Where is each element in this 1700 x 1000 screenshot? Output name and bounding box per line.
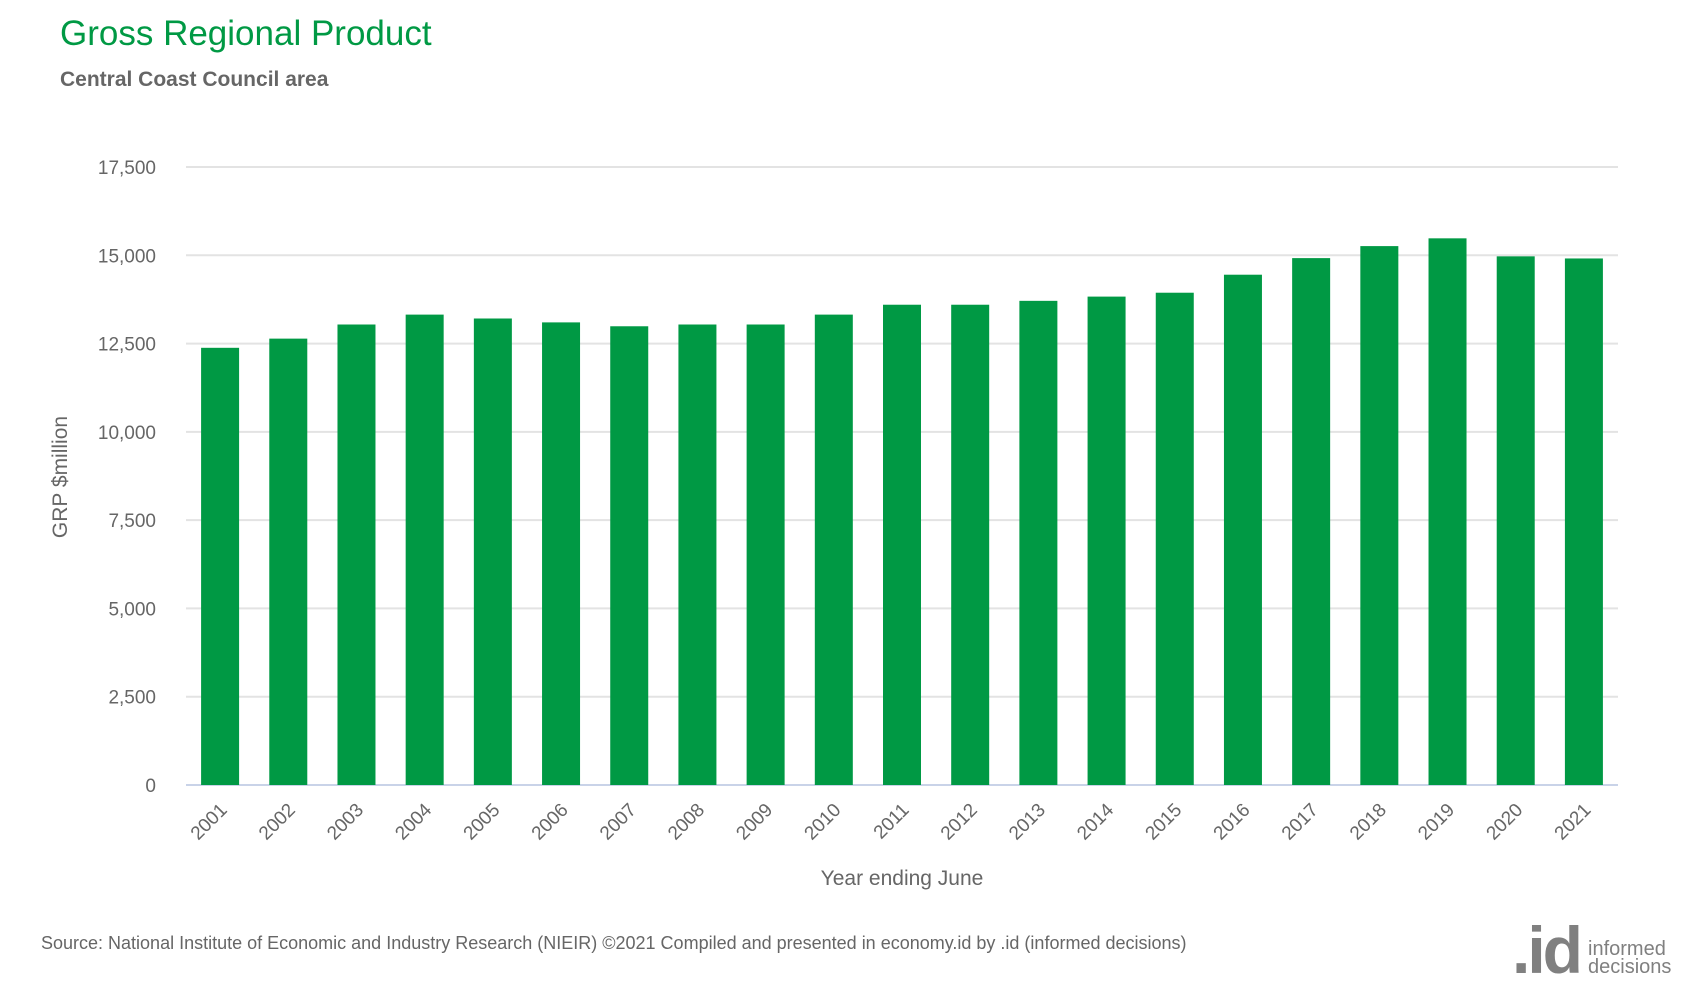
x-tick-label: 2019	[1414, 800, 1459, 845]
bar-2015	[1155, 292, 1194, 785]
y-tick-label: 12,500	[98, 335, 156, 356]
y-axis-title: GRP $million	[49, 416, 72, 538]
logo-line1: informed	[1588, 938, 1666, 960]
logo-words: informed decisions	[1588, 938, 1672, 978]
y-tick-label: 0	[145, 776, 156, 797]
bar-2008	[678, 324, 717, 785]
bar-2013	[1019, 300, 1058, 785]
bar-2021	[1564, 258, 1603, 785]
x-tick-label: 2020	[1483, 800, 1528, 845]
x-tick-label: 2003	[323, 800, 368, 845]
x-tick-label: 2014	[1073, 799, 1118, 844]
bar-2014	[1087, 296, 1126, 785]
bar-2003	[337, 324, 376, 785]
bar-2020	[1496, 256, 1535, 785]
bar-2019	[1428, 238, 1467, 786]
x-axis-title: Year ending June	[821, 867, 984, 890]
y-tick-label: 10,000	[98, 423, 156, 444]
id-logo: .id informed decisions	[1512, 913, 1672, 987]
y-tick-label: 17,500	[98, 158, 156, 179]
bar-2007	[610, 326, 649, 785]
x-tick-label: 2015	[1142, 800, 1187, 845]
chart-title: Gross Regional Product	[60, 14, 432, 53]
y-tick-label: 15,000	[98, 246, 156, 267]
logo-mark: .id	[1512, 913, 1583, 987]
x-tick-label: 2012	[937, 800, 982, 845]
chart-subtitle: Central Coast Council area	[60, 68, 329, 91]
bar-2001	[201, 347, 240, 785]
bar-2010	[814, 314, 853, 785]
bar-2016	[1223, 274, 1262, 785]
x-tick-label: 2005	[460, 800, 505, 845]
bar-2012	[951, 304, 990, 785]
bar-2017	[1292, 258, 1331, 786]
x-tick-label: 2017	[1278, 800, 1323, 845]
x-tick-label: 2009	[732, 800, 777, 845]
x-tick-label: 2013	[1005, 800, 1050, 845]
bar-2005	[473, 318, 512, 785]
source-note: Source: National Institute of Economic a…	[41, 933, 1187, 953]
y-axis-ticks: 0 2,500 5,000 7,500 10,000 12,500 15,000 17,500	[98, 158, 156, 797]
x-axis-ticks: 2001 2002 2003 2004 2005 2006 2007 2008 2009 2010…	[187, 799, 1596, 844]
bar-2009	[746, 324, 785, 785]
y-tick-label: 2,500	[108, 688, 156, 709]
bar-2004	[405, 314, 444, 785]
logo-line2: decisions	[1588, 956, 1672, 978]
bar-2011	[883, 304, 921, 785]
bar-2002	[269, 338, 308, 785]
x-tick-label: 2011	[870, 800, 914, 844]
x-tick-label: 2008	[664, 800, 709, 845]
y-tick-label: 7,500	[108, 511, 156, 532]
x-tick-label: 2021	[1551, 800, 1596, 845]
x-tick-label: 2018	[1346, 800, 1391, 845]
bar-2006	[542, 322, 581, 785]
x-tick-label: 2016	[1210, 800, 1255, 845]
x-tick-label: 2002	[255, 800, 300, 845]
x-tick-label: 2010	[801, 800, 846, 845]
x-tick-label: 2004	[391, 799, 436, 844]
bar-2018	[1360, 246, 1399, 785]
x-tick-label: 2006	[528, 800, 573, 845]
x-tick-label: 2007	[596, 800, 641, 845]
y-tick-label: 5,000	[108, 599, 156, 620]
bars	[201, 238, 1603, 786]
x-tick-label: 2001	[187, 800, 232, 845]
